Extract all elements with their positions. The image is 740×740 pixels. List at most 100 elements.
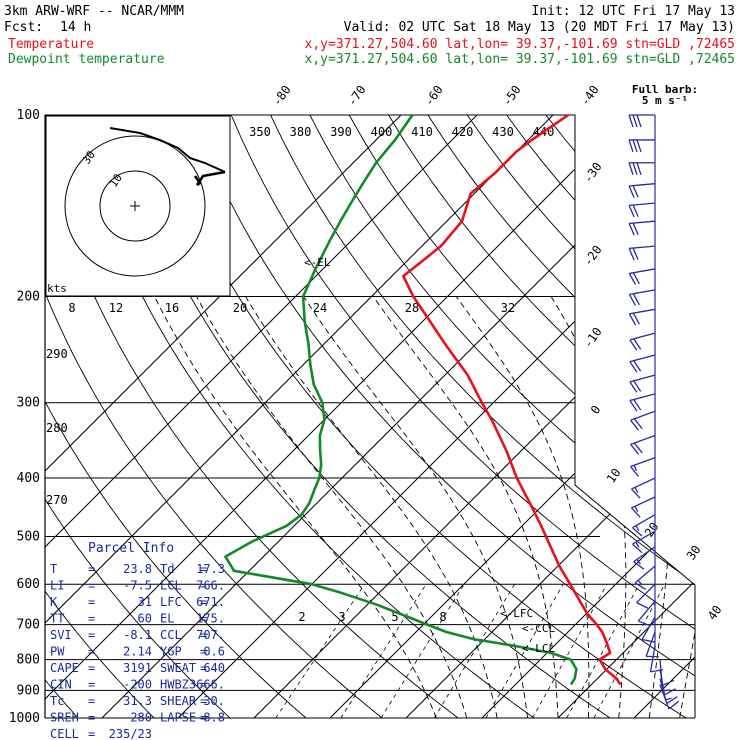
lfc-marker: <-LFC <box>500 607 533 620</box>
barb-legend-line1: Full barb: <box>632 83 698 96</box>
parcel-param-value: 175. <box>196 612 225 626</box>
isotherm-line <box>45 115 478 718</box>
mixing-ratio-line <box>433 584 515 718</box>
wind-barb <box>633 546 656 570</box>
wind-barb <box>630 477 656 499</box>
theta-label: 430 <box>492 125 514 139</box>
parcel-param-value: 0.6 <box>203 645 225 659</box>
wetbulb-label: 8 <box>68 301 75 315</box>
parcel-info-title: Parcel Info <box>88 541 174 556</box>
parcel-param-label: PW <box>50 645 65 659</box>
ccl-marker: <-CCL <box>522 622 555 635</box>
parcel-param-label: CELL <box>50 727 79 740</box>
parcel-param-value: 280 <box>130 711 152 725</box>
valid-time: Valid: 02 UTC Sat 18 May 13 (20 MDT Fri … <box>344 20 735 35</box>
parcel-param-value: -200 <box>123 678 152 692</box>
legend-dewpoint-info: x,y=371.27,504.60 lat,lon= 39.37,-101.69… <box>305 52 735 67</box>
parcel-param-value: -7.5 <box>123 579 152 593</box>
parcel-equals: = <box>88 711 95 725</box>
wind-barb <box>630 434 656 455</box>
theta-label: 400 <box>371 125 393 139</box>
parcel-equals: = <box>88 612 95 626</box>
dry-adiabat <box>112 115 611 718</box>
hodograph-trace-lower <box>193 170 226 187</box>
parcel-param-label: YGP <box>160 645 182 659</box>
isotherm-label: -60 <box>422 83 446 109</box>
dry-adiabat-label: 270 <box>46 493 68 507</box>
parcel-equals: = <box>88 562 95 576</box>
dry-adiabat <box>309 115 695 718</box>
parcel-info-row: CELL = 235/23 <box>50 727 152 740</box>
init-time: Init: 12 UTC Fri 17 May 13 <box>532 4 736 19</box>
legend-temperature-info: x,y=371.27,504.60 lat,lon= 39.37,-101.69… <box>305 37 735 52</box>
fcst-hours: 14 h <box>60 20 91 35</box>
wind-barb <box>628 289 656 306</box>
isotherm-label: 30 <box>684 543 704 563</box>
parcel-equals: = <box>88 727 95 740</box>
parcel-equals: = <box>200 645 207 659</box>
hodograph-ring-label: 10 <box>107 171 125 189</box>
parcel-equals: = <box>200 694 207 708</box>
parcel-param-label: T <box>50 562 57 576</box>
wind-barb <box>637 600 656 627</box>
wind-barb <box>629 354 656 373</box>
moist-adiabat <box>245 296 498 718</box>
parcel-equals: = <box>200 612 207 626</box>
parcel-equals: = <box>200 678 207 692</box>
wetbulb-label: 28 <box>405 301 419 315</box>
wind-barbs <box>628 114 680 710</box>
parcel-param-label: CIN <box>50 678 72 692</box>
parcel-param-value: 2.14 <box>123 645 152 659</box>
el-marker: <-EL <box>304 256 331 269</box>
parcel-info-row: Tc = 31.3 SHEAR =30. <box>50 694 225 708</box>
moist-adiabat <box>646 296 673 718</box>
barb-legend-line2: 5 m s⁻¹ <box>642 94 688 107</box>
isotherm-label: 0 <box>588 403 604 417</box>
wind-barb <box>634 565 656 591</box>
parcel-info-panel: Parcel Info T = 23.8 Td =17.3LI = -7.5 LCL =766.… <box>50 541 225 740</box>
hodograph-trace <box>109 127 226 173</box>
parcel-info-row: PW = 2.14 YGP =0.6 <box>50 645 225 659</box>
parcel-param-label: SVI <box>50 628 72 642</box>
parcel-param-value: 707. <box>196 628 225 642</box>
parcel-param-label: SWEAT <box>160 661 196 675</box>
parcel-param-label: EL <box>160 612 174 626</box>
dry-adiabat-label: 290 <box>46 347 68 361</box>
isotherm-label: -10 <box>581 325 605 351</box>
parcel-equals: = <box>88 661 95 675</box>
dry-adiabat <box>45 115 459 718</box>
hodograph-ring-label: 30 <box>80 148 98 166</box>
hodograph-ring <box>99 170 171 242</box>
parcel-param-label: SREH <box>50 711 79 725</box>
parcel-equals: = <box>88 694 95 708</box>
dry-adiabat <box>230 115 695 718</box>
dry-adiabat <box>45 115 383 718</box>
parcel-param-label: Tc <box>50 694 64 708</box>
dry-adiabat <box>584 115 695 718</box>
parcel-info-row: CIN = -200 HWBZ =3666. <box>50 678 225 692</box>
wind-barb <box>628 114 655 128</box>
wind-barb <box>628 183 656 198</box>
wind-barb <box>641 616 656 643</box>
dry-adiabat <box>45 115 307 718</box>
parcel-equals: = <box>200 661 207 675</box>
wind-barb <box>645 631 659 658</box>
parcel-param-value: 31.3 <box>123 694 152 708</box>
theta-label: 410 <box>411 125 433 139</box>
mixing-ratio-line <box>566 584 640 718</box>
parcel-param-value: 671. <box>196 595 225 609</box>
dry-adiabat <box>466 115 695 718</box>
parcel-info-row: CAPE = 3191 SWEAT =640 <box>50 661 225 675</box>
wind-barb <box>630 410 656 431</box>
wind-barb <box>630 457 656 477</box>
parcel-param-value: 30. <box>203 694 225 708</box>
wind-barb <box>629 393 656 412</box>
wetbulb-label: 12 <box>109 301 123 315</box>
isotherm-line <box>45 115 630 718</box>
isotherm-label: -40 <box>578 83 602 109</box>
series-lines <box>224 115 622 686</box>
pressure-tick-label: 300 <box>17 396 40 411</box>
pressure-tick-label: 1000 <box>9 711 40 726</box>
parcel-equals: = <box>88 678 95 692</box>
pressure-tick-label: 500 <box>17 529 40 544</box>
